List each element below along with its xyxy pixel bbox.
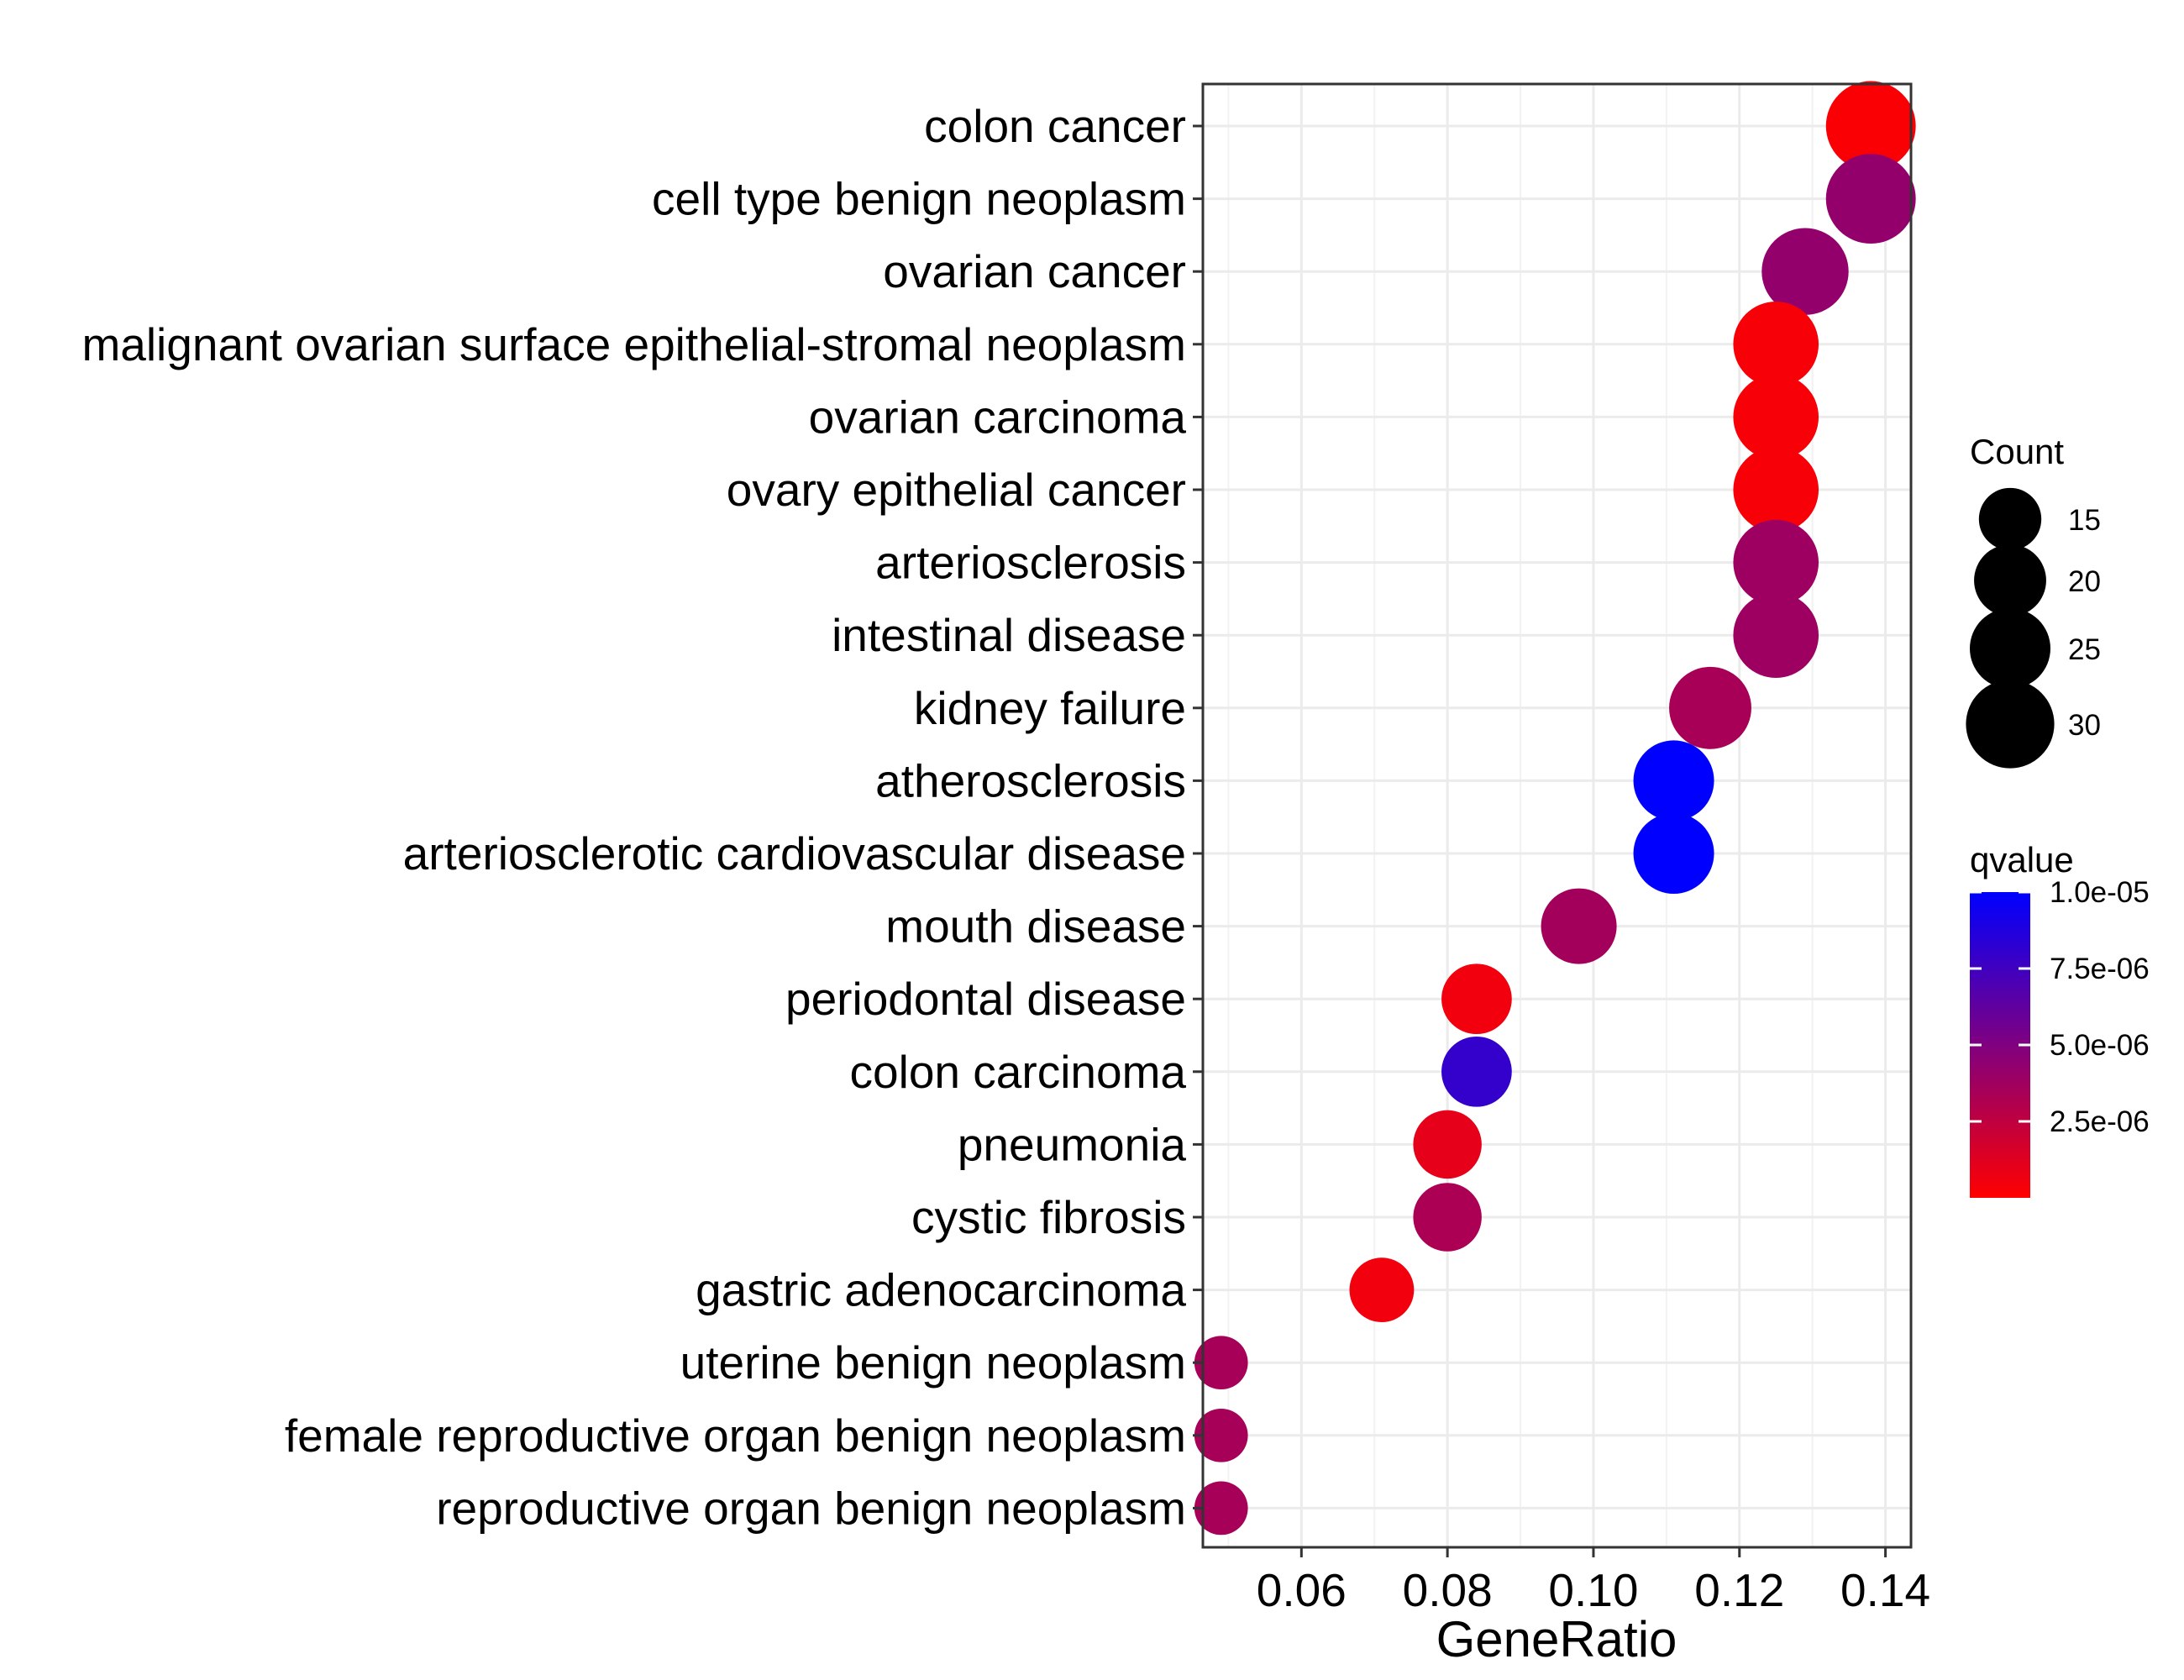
legend-qvalue: qvalue 1.0e-05 7.5e-06 5.0e-06 2.5e-06 bbox=[1970, 840, 2150, 1198]
y-tick-label: atherosclerosis bbox=[875, 754, 1186, 806]
legend-qvalue-ticks: 1.0e-05 7.5e-06 5.0e-06 2.5e-06 bbox=[1970, 876, 2150, 1138]
x-tick-label: 0.06 bbox=[1257, 1564, 1347, 1616]
data-point bbox=[1733, 374, 1819, 460]
legend-count-key bbox=[1970, 608, 2050, 689]
data-point bbox=[1825, 81, 1916, 171]
plot-panel bbox=[1194, 81, 1916, 1549]
data-point bbox=[1733, 302, 1819, 387]
y-tick-label: malignant ovarian surface epithelial-str… bbox=[81, 318, 1186, 370]
x-tick-label: 0.12 bbox=[1694, 1564, 1784, 1616]
legend-count-title: Count bbox=[1970, 432, 2064, 471]
legend-count-key bbox=[1974, 544, 2046, 617]
legend-count-key bbox=[1978, 487, 2042, 551]
data-points bbox=[1194, 81, 1916, 1536]
y-tick-label: uterine benign neoplasm bbox=[680, 1336, 1186, 1389]
x-tick-label: 0.10 bbox=[1548, 1564, 1638, 1616]
legend-qvalue-label: 5.0e-06 bbox=[2050, 1029, 2150, 1062]
data-point bbox=[1441, 1036, 1512, 1107]
x-tick-label: 0.14 bbox=[1840, 1564, 1930, 1616]
y-tick-label: colon cancer bbox=[924, 100, 1186, 152]
data-point bbox=[1194, 1408, 1248, 1462]
y-tick-label: reproductive organ benign neoplasm bbox=[436, 1482, 1186, 1534]
data-point bbox=[1733, 519, 1819, 606]
y-tick-label: cystic fibrosis bbox=[911, 1191, 1186, 1243]
data-point bbox=[1633, 740, 1714, 822]
data-point bbox=[1413, 1183, 1482, 1252]
legend-count-label: 30 bbox=[2068, 709, 2101, 742]
y-tick-label: gastric adenocarcinoma bbox=[696, 1264, 1186, 1316]
y-tick-label: cell type benign neoplasm bbox=[652, 173, 1186, 225]
legend-count: Count 15 20 25 30 bbox=[1966, 432, 2101, 769]
panel-border bbox=[1201, 82, 1913, 1549]
legend-qvalue-label: 2.5e-06 bbox=[2050, 1105, 2150, 1138]
legend-count-label: 15 bbox=[2068, 504, 2101, 537]
data-point bbox=[1441, 963, 1512, 1035]
y-tick-label: kidney failure bbox=[914, 682, 1186, 734]
legend-qvalue-title: qvalue bbox=[1970, 840, 2074, 879]
data-point bbox=[1541, 888, 1617, 964]
y-tick-label: intestinal disease bbox=[832, 609, 1186, 661]
y-tick-label: ovarian cancer bbox=[883, 245, 1186, 297]
data-point bbox=[1194, 1336, 1248, 1390]
legend-count-key bbox=[1966, 680, 2055, 769]
data-point bbox=[1194, 1481, 1248, 1536]
data-point bbox=[1349, 1257, 1415, 1322]
data-point bbox=[1669, 666, 1751, 749]
y-tick-label: ovary epithelial cancer bbox=[727, 464, 1186, 516]
legend-qvalue-label: 7.5e-06 bbox=[2050, 953, 2150, 985]
y-tick-label: arteriosclerotic cardiovascular disease bbox=[403, 827, 1186, 879]
x-tick-label: 0.08 bbox=[1403, 1564, 1493, 1616]
y-tick-label: arteriosclerosis bbox=[875, 537, 1186, 589]
y-tick-label: periodontal disease bbox=[785, 973, 1186, 1025]
data-point bbox=[1733, 447, 1819, 533]
data-point bbox=[1761, 228, 1849, 315]
legend-qvalue-label: 1.0e-05 bbox=[2050, 876, 2150, 909]
y-tick-label: pneumonia bbox=[958, 1118, 1187, 1170]
data-point bbox=[1413, 1110, 1482, 1179]
y-tick-label: mouth disease bbox=[885, 900, 1186, 953]
legend-count-label: 25 bbox=[2068, 633, 2101, 666]
x-axis-title: GeneRatio bbox=[1436, 1611, 1677, 1667]
legend-count-keys: 15 20 25 30 bbox=[1966, 487, 2101, 769]
y-tick-label: female reproductive organ benign neoplas… bbox=[285, 1410, 1186, 1462]
data-point bbox=[1825, 154, 1916, 244]
y-tick-label: colon carcinoma bbox=[850, 1046, 1187, 1098]
y-axis: colon cancer cell type benign neoplasm ova… bbox=[81, 100, 1203, 1534]
y-tick-label: ovarian carcinoma bbox=[809, 391, 1187, 443]
data-point bbox=[1633, 813, 1714, 894]
legend-count-label: 20 bbox=[2068, 565, 2101, 598]
x-axis: 0.06 0.08 0.10 0.12 0.14 bbox=[1257, 1547, 1930, 1616]
data-point bbox=[1733, 592, 1819, 678]
